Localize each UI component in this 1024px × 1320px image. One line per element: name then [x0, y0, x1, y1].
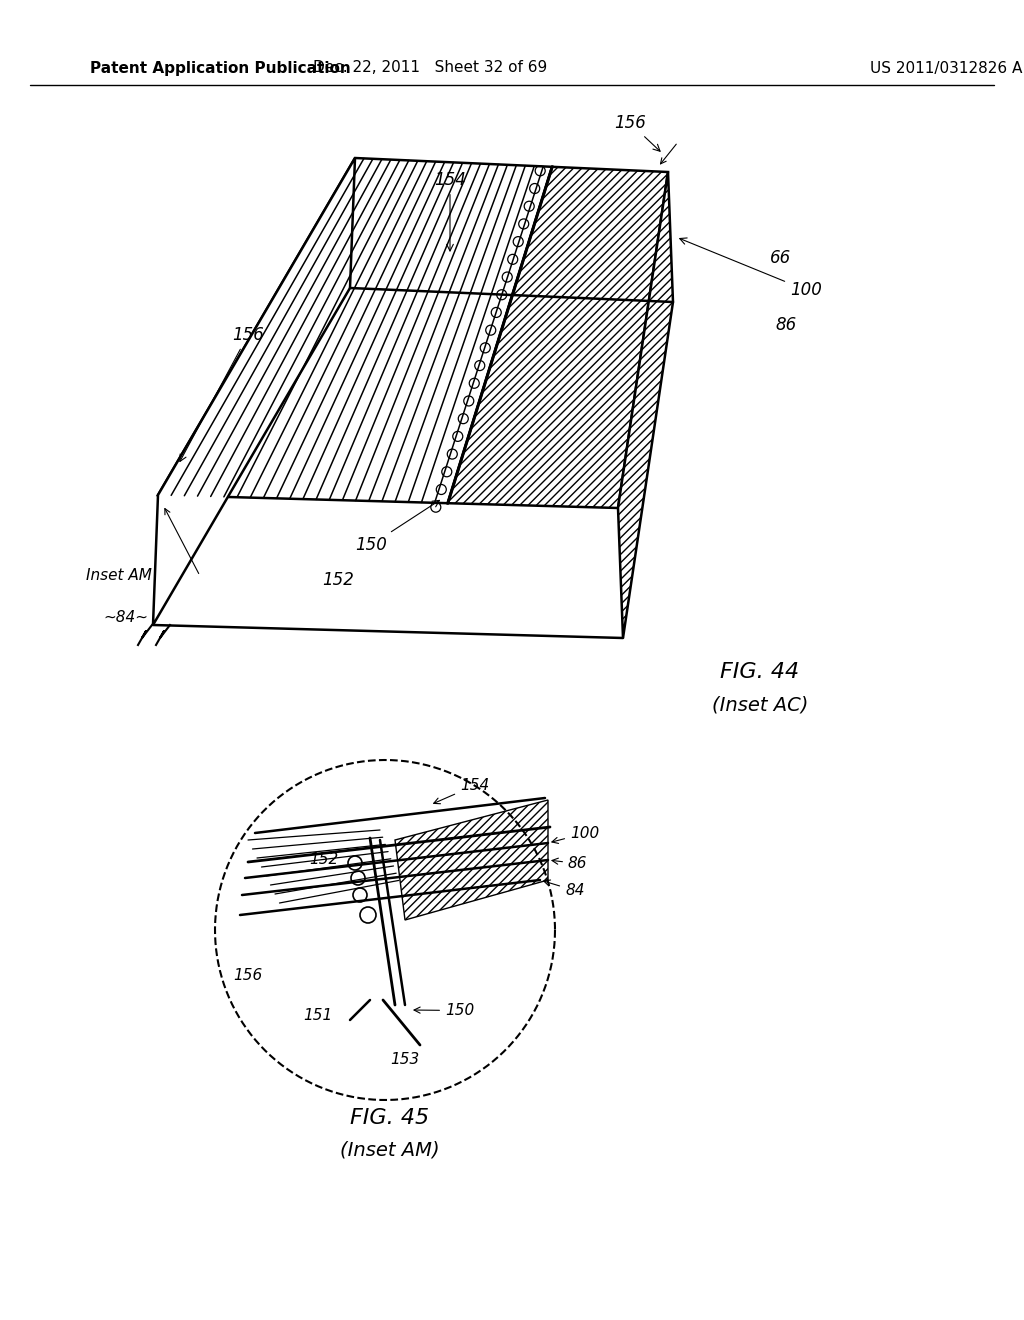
Polygon shape: [158, 158, 552, 503]
Text: ~84~: ~84~: [103, 610, 148, 626]
Text: FIG. 45: FIG. 45: [350, 1107, 429, 1129]
Text: US 2011/0312826 A1: US 2011/0312826 A1: [870, 61, 1024, 75]
Text: (Inset AM): (Inset AM): [340, 1140, 440, 1159]
Text: Inset AM: Inset AM: [86, 568, 152, 582]
Text: 151: 151: [303, 1007, 333, 1023]
Text: 86: 86: [552, 855, 588, 871]
Text: 100: 100: [552, 826, 599, 843]
Text: FIG. 44: FIG. 44: [721, 663, 800, 682]
Text: 100: 100: [680, 238, 822, 300]
Polygon shape: [618, 172, 673, 638]
Text: 86: 86: [775, 315, 797, 334]
Text: 84: 84: [544, 880, 585, 898]
Text: Patent Application Publication: Patent Application Publication: [90, 61, 351, 75]
Text: 66: 66: [770, 249, 792, 267]
Polygon shape: [395, 800, 548, 920]
Polygon shape: [153, 158, 355, 624]
Text: 150: 150: [355, 500, 439, 554]
Text: 154: 154: [434, 172, 466, 251]
Polygon shape: [447, 166, 668, 508]
Text: 154: 154: [434, 777, 489, 804]
Text: Dec. 22, 2011   Sheet 32 of 69: Dec. 22, 2011 Sheet 32 of 69: [313, 61, 547, 75]
Text: 156: 156: [180, 326, 264, 462]
Text: 153: 153: [390, 1052, 420, 1068]
Text: 156: 156: [614, 114, 660, 152]
Text: 156: 156: [233, 968, 262, 982]
Text: 152: 152: [322, 572, 354, 589]
Text: 150: 150: [414, 1003, 474, 1018]
Text: (Inset AC): (Inset AC): [712, 696, 808, 714]
Text: 152: 152: [309, 853, 338, 867]
